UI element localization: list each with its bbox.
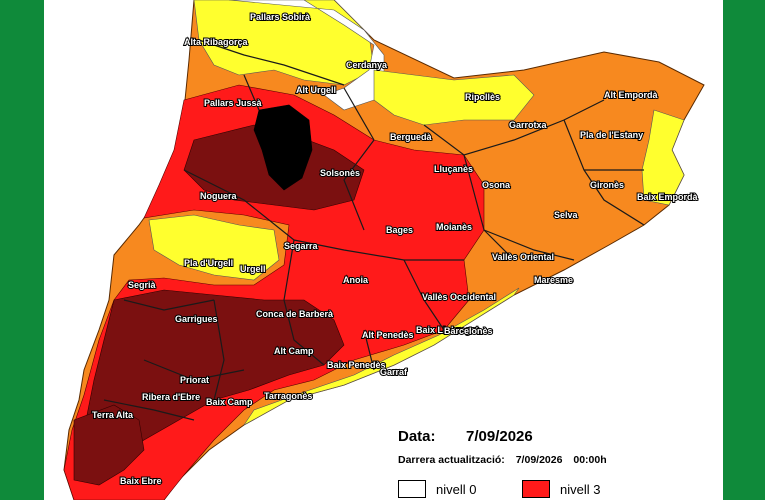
label-garrotxa: Garrotxa — [509, 120, 548, 130]
label-terra-alta: Terra Alta — [92, 410, 134, 420]
zone-north-yellow — [193, 0, 375, 86]
label-pla-estany: Pla de l'Estany — [580, 130, 643, 140]
label-garrigues: Garrigues — [175, 314, 218, 324]
label-ripolles: Ripollès — [465, 92, 500, 102]
last-update-label: Darrera actualització: — [398, 454, 505, 466]
comarca-labels: Pallars Sobirà Alta Ribagorça Cerdanya A… — [91, 11, 700, 487]
label-pla-durgell: Pla d'Urgell — [184, 258, 233, 268]
last-update-time: 00:00h — [573, 454, 607, 466]
label-urgell: Urgell — [240, 264, 266, 274]
label-maresme: Maresme — [534, 275, 573, 285]
label-alta-ribagorca: Alta Ribagorça — [184, 37, 249, 47]
legend-item-nivell-0: nivell 0 — [398, 478, 476, 500]
label-bergueda: Berguedà — [390, 132, 433, 142]
label-bages: Bages — [386, 225, 413, 235]
legend-label-nivell-0: nivell 0 — [436, 481, 477, 497]
label-moianes: Moianès — [436, 222, 472, 232]
label-segria: Segrià — [128, 280, 157, 290]
label-anoia: Anoia — [343, 275, 369, 285]
legend-panel: Data: 7/09/2026 Darrera actualització: 7… — [398, 422, 678, 500]
label-osona: Osona — [482, 180, 511, 190]
label-valles-occidental: Vallès Occidental — [422, 292, 496, 302]
legend-swatch-nivell-0 — [398, 480, 426, 498]
date-value: 7/09/2026 — [466, 428, 533, 445]
label-pallars-jussa: Pallars Jussà — [204, 98, 263, 108]
comarca-boundaries — [103, 39, 645, 421]
legend-item-nivell-3: nivell 3 — [522, 478, 600, 500]
label-ribera-ebre: Ribera d'Ebre — [142, 392, 200, 402]
date-label: Data: — [398, 428, 436, 445]
label-alt-penedes: Alt Penedès — [362, 330, 414, 340]
zone-darkred-ebre — [73, 404, 145, 486]
label-baix-camp: Baix Camp — [206, 397, 253, 407]
left-green-border — [0, 0, 44, 500]
label-cerdanya: Cerdanya — [346, 60, 388, 70]
label-solsones: Solsonès — [320, 168, 360, 178]
label-pallars-sobira: Pallars Sobirà — [250, 12, 311, 22]
label-barcelones: Barcelonès — [444, 326, 493, 336]
label-tarragones: Tarragonès — [264, 391, 312, 401]
zone-emporda-yellow — [641, 109, 685, 206]
label-segarra: Segarra — [284, 241, 319, 251]
last-update-date: 7/09/2026 — [515, 454, 563, 466]
catalonia-map: Pallars Sobirà Alta Ribagorça Cerdanya A… — [44, 0, 723, 500]
label-valles-oriental: Vallès Oriental — [492, 252, 554, 262]
label-girones: Gironès — [590, 180, 624, 190]
right-green-border — [723, 0, 765, 500]
zone-ripolles-yellow — [373, 69, 535, 126]
label-noguera: Noguera — [200, 191, 238, 201]
zone-coast-yellow — [243, 287, 520, 426]
zone-cerdanya-white — [228, 0, 405, 111]
label-conca-barbera: Conca de Barberà — [256, 309, 334, 319]
zone-urgell-yellow — [148, 214, 280, 281]
label-llucanes: Lluçanès — [434, 164, 473, 174]
label-baix-llobregat: Baix Llobregat — [416, 325, 479, 335]
label-garraf: Garraf — [380, 367, 408, 377]
label-baix-ebre: Baix Ebre — [120, 476, 162, 486]
zone-black — [253, 104, 313, 191]
last-update: Darrera actualització: 7/09/2026 00:00h — [398, 454, 607, 466]
label-selva: Selva — [554, 210, 579, 220]
legend-swatch-nivell-3 — [522, 480, 550, 498]
label-alt-urgell: Alt Urgell — [296, 85, 336, 95]
label-baix-penedes: Baix Penedès — [327, 360, 386, 370]
label-alt-camp: Alt Camp — [274, 346, 314, 356]
label-alt-emporda: Alt Empordà — [604, 90, 658, 100]
legend-label-nivell-3: nivell 3 — [560, 481, 601, 497]
label-priorat: Priorat — [180, 375, 209, 385]
label-baix-emporda: Baix Empordà — [637, 192, 699, 202]
